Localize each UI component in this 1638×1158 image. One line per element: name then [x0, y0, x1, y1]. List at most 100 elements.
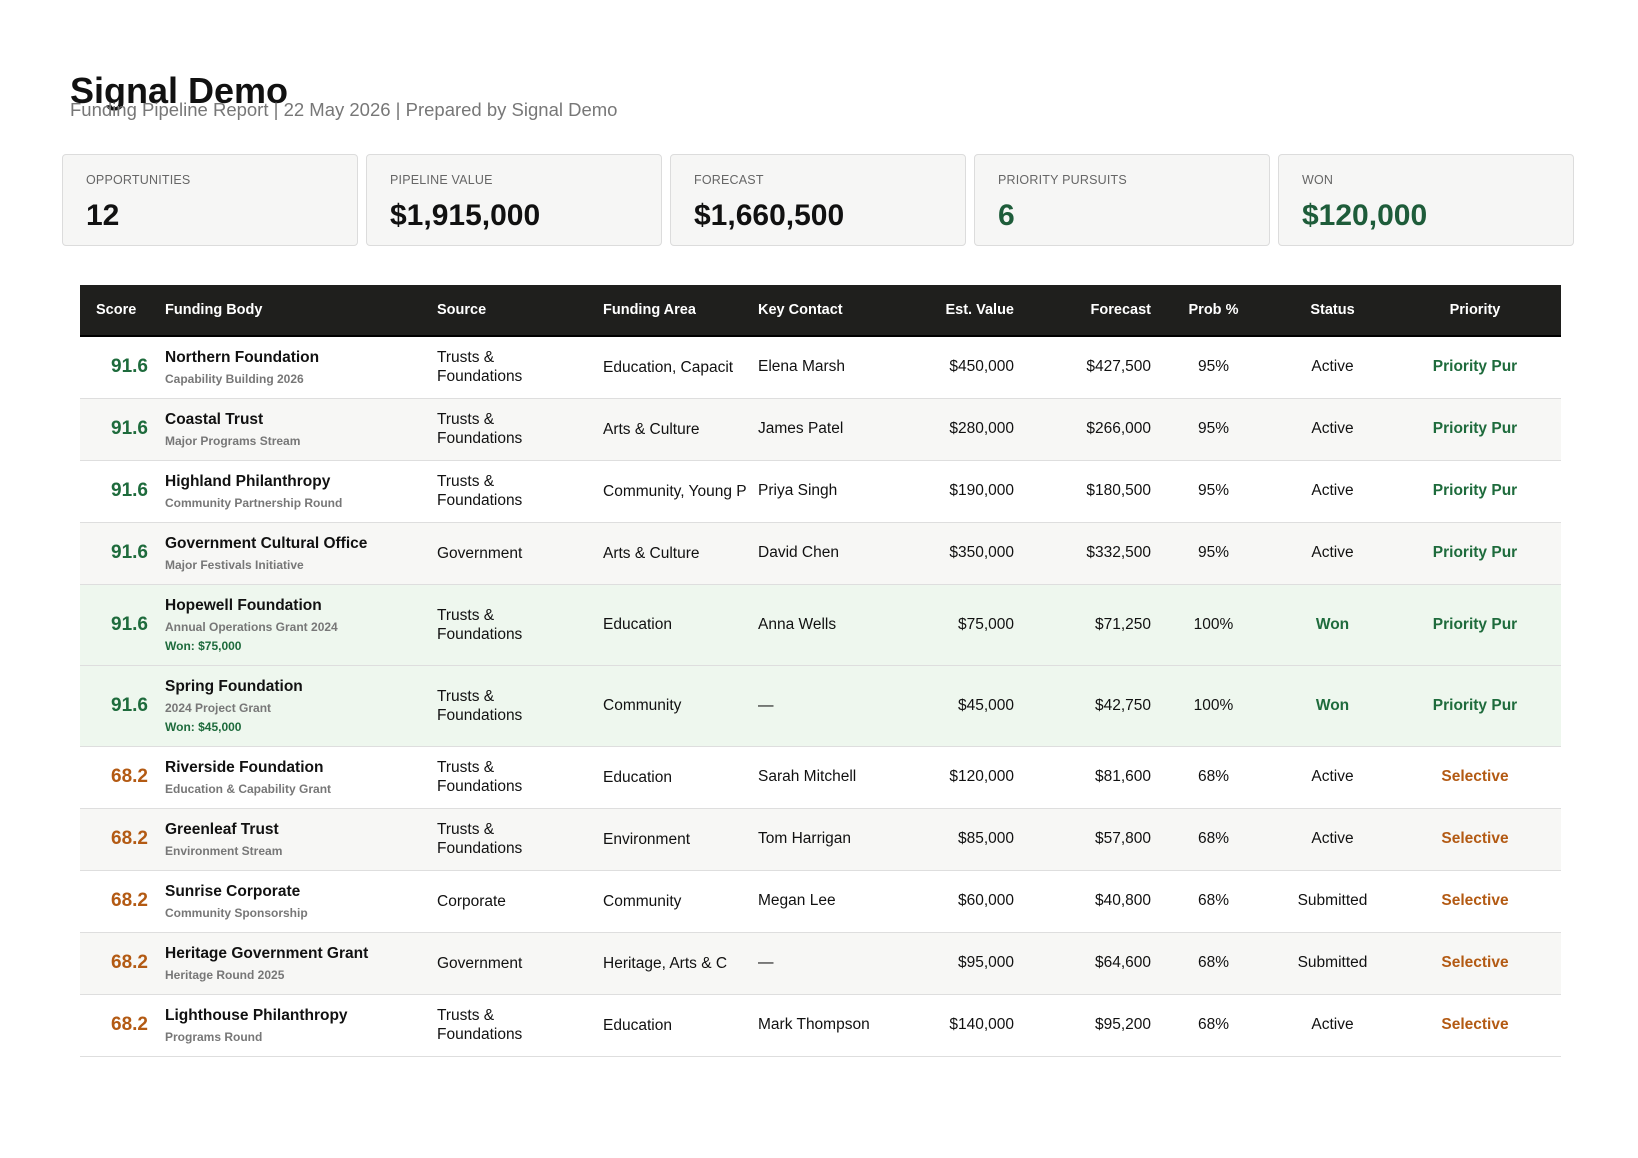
- funding-body-cell: Hopewell Foundation Annual Operations Gra…: [165, 584, 437, 666]
- score-value: 91.6: [111, 613, 148, 635]
- table-row[interactable]: 68.2 Sunrise Corporate Community Sponsorsh…: [80, 870, 1561, 933]
- funding-body-cell: Lighthouse Philanthropy Programs Round: [165, 994, 437, 1057]
- funding-body-program: Major Programs Stream: [165, 433, 301, 448]
- table-body: 91.6 Northern Foundation Capability Buildi…: [80, 336, 1561, 1057]
- est-value-cell: $60,000: [908, 870, 1014, 933]
- column-header[interactable]: Score: [80, 285, 165, 337]
- funding-area-cell: Community: [603, 665, 758, 747]
- funding-body-name: Northern Foundation: [165, 348, 320, 366]
- key-contact-cell: Sarah Mitchell: [758, 746, 908, 809]
- table-header-row: Score Funding Body Source Funding Area K…: [80, 285, 1561, 337]
- forecast-cell: $266,000: [1014, 398, 1151, 461]
- card-label: OPPORTUNITIES: [86, 173, 191, 187]
- funding-area-cell: Education: [603, 584, 758, 666]
- funding-body-program: Environment Stream: [165, 843, 283, 858]
- est-value-cell: $120,000: [908, 746, 1014, 809]
- funding-body-program: Programs Round: [165, 1029, 263, 1044]
- source-cell: Trusts & Foundations: [437, 584, 603, 666]
- probability-cell: 95%: [1151, 398, 1276, 461]
- funding-body-cell: Sunrise Corporate Community Sponsorship: [165, 870, 437, 933]
- funding-area-cell: Education, Capacit: [603, 336, 758, 399]
- score-value: 91.6: [111, 694, 148, 716]
- status-badge: Submitted: [1276, 870, 1389, 933]
- priority-label: Priority Pur: [1389, 584, 1561, 666]
- source-cell: Trusts & Foundations: [437, 665, 603, 747]
- column-header[interactable]: Funding Body: [165, 285, 437, 337]
- funding-body-cell: Riverside Foundation Education & Capabili…: [165, 746, 437, 809]
- funding-body-program: Community Sponsorship: [165, 905, 308, 920]
- funding-area-cell: Arts & Culture: [603, 398, 758, 461]
- table-row[interactable]: 91.6 Coastal Trust Major Programs Stream Tr…: [80, 398, 1561, 461]
- table-row[interactable]: 91.6 Hopewell Foundation Annual Operations…: [80, 584, 1561, 666]
- column-header[interactable]: Funding Area: [603, 285, 758, 337]
- column-header[interactable]: Key Contact: [758, 285, 908, 337]
- score-cell: 91.6: [80, 336, 165, 399]
- funding-body-name: Government Cultural Office: [165, 534, 368, 552]
- funding-body-program: Annual Operations Grant 2024: [165, 619, 338, 634]
- priority-label: Selective: [1389, 870, 1561, 933]
- status-badge: Active: [1276, 336, 1389, 399]
- score-value: 91.6: [111, 418, 148, 439]
- key-contact-cell: David Chen: [758, 522, 908, 585]
- summary-cards: OPPORTUNITIES 12 PIPELINE VALUE $1,915,0…: [62, 154, 1574, 246]
- probability-cell: 68%: [1151, 870, 1276, 933]
- priority-pursuits-card: PRIORITY PURSUITS 6: [974, 154, 1270, 246]
- priority-label: Priority Pur: [1389, 398, 1561, 461]
- funding-body-name: Heritage Government Grant: [165, 944, 369, 962]
- priority-label: Priority Pur: [1389, 522, 1561, 585]
- column-header[interactable]: Forecast: [1014, 285, 1151, 337]
- table-row[interactable]: 91.6 Spring Foundation 2024 Project Grant W…: [80, 665, 1561, 747]
- score-value: 68.2: [111, 952, 148, 973]
- score-cell: 91.6: [80, 522, 165, 585]
- column-header[interactable]: Priority: [1389, 285, 1561, 337]
- table-row[interactable]: 68.2 Greenleaf Trust Environment Stream Tru…: [80, 808, 1561, 871]
- column-header[interactable]: Prob %: [1151, 285, 1276, 337]
- est-value-cell: $280,000: [908, 398, 1014, 461]
- table-row[interactable]: 68.2 Lighthouse Philanthropy Programs Roun…: [80, 994, 1561, 1057]
- funding-body-program: Capability Building 2026: [165, 371, 304, 386]
- status-badge: Active: [1276, 460, 1389, 523]
- table-row[interactable]: 91.6 Government Cultural Office Major Fest…: [80, 522, 1561, 585]
- table-row[interactable]: 68.2 Heritage Government Grant Heritage Ro…: [80, 932, 1561, 995]
- table-row[interactable]: 91.6 Highland Philanthropy Community Partn…: [80, 460, 1561, 523]
- pipeline-value-card: PIPELINE VALUE $1,915,000: [366, 154, 662, 246]
- card-value: $1,915,000: [390, 199, 541, 232]
- score-cell: 68.2: [80, 932, 165, 995]
- table-row[interactable]: 91.6 Northern Foundation Capability Buildi…: [80, 336, 1561, 399]
- score-value: 68.2: [111, 828, 148, 849]
- est-value-cell: $75,000: [908, 584, 1014, 666]
- card-value: 6: [998, 199, 1015, 232]
- priority-label: Priority Pur: [1389, 665, 1561, 747]
- score-cell: 91.6: [80, 398, 165, 461]
- funding-body-name: Hopewell Foundation: [165, 596, 322, 614]
- funding-body-cell: Spring Foundation 2024 Project Grant Won: …: [165, 665, 437, 747]
- funding-body-cell: Government Cultural Office Major Festival…: [165, 522, 437, 585]
- status-badge: Active: [1276, 522, 1389, 585]
- forecast-cell: $332,500: [1014, 522, 1151, 585]
- column-header[interactable]: Status: [1276, 285, 1389, 337]
- card-label: PIPELINE VALUE: [390, 173, 493, 187]
- est-value-cell: $350,000: [908, 522, 1014, 585]
- report-title: Signal Demo: [70, 70, 289, 111]
- funding-area-cell: Heritage, Arts & C: [603, 932, 758, 995]
- column-header[interactable]: Source: [437, 285, 603, 337]
- est-value-cell: $45,000: [908, 665, 1014, 747]
- funding-body-program: Major Festivals Initiative: [165, 557, 304, 572]
- score-cell: 91.6: [80, 460, 165, 523]
- probability-cell: 68%: [1151, 932, 1276, 995]
- est-value-cell: $140,000: [908, 994, 1014, 1057]
- funding-body-cell: Coastal Trust Major Programs Stream: [165, 398, 437, 461]
- won-amount: Won: $45,000: [165, 719, 242, 734]
- source-cell: Government: [437, 522, 603, 585]
- card-value: 12: [86, 199, 120, 232]
- table-row[interactable]: 68.2 Riverside Foundation Education & Capa…: [80, 746, 1561, 809]
- score-value: 68.2: [111, 1014, 148, 1035]
- key-contact-cell: James Patel: [758, 398, 908, 461]
- priority-label: Selective: [1389, 808, 1561, 871]
- forecast-cell: $40,800: [1014, 870, 1151, 933]
- forecast-cell: $71,250: [1014, 584, 1151, 666]
- status-badge: Active: [1276, 808, 1389, 871]
- column-header[interactable]: Est. Value: [908, 285, 1014, 337]
- priority-label: Priority Pur: [1389, 336, 1561, 399]
- opportunities-card: OPPORTUNITIES 12: [62, 154, 358, 246]
